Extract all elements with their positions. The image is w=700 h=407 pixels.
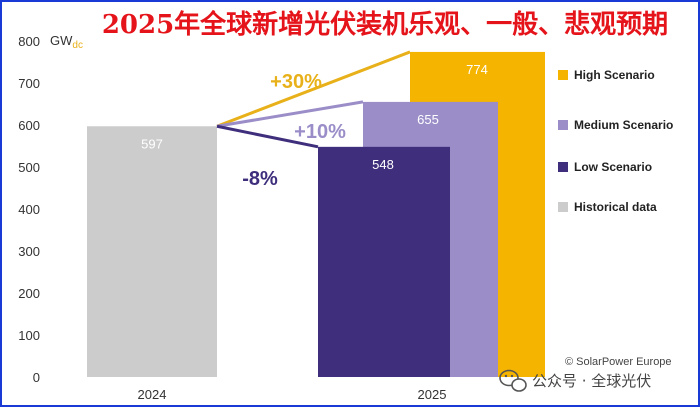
y-tick-label-500: 500 [18, 160, 40, 175]
chart-title: 2025年全球新增光伏装机乐观、一般、悲观预期 [102, 9, 668, 40]
y-unit-subscript: dc [72, 40, 83, 51]
bar-historical-data [87, 126, 217, 377]
watermark-text: 公众号 · 全球光伏 [532, 372, 651, 390]
legend-label-high-scenario: High Scenario [574, 68, 655, 82]
growth-connectors: +30% +10% -8% [216, 50, 411, 190]
y-tick-label-600: 600 [18, 118, 40, 133]
x-tick-label-2025: 2025 [418, 387, 447, 402]
connector-high-scenario [216, 50, 411, 128]
bar-value-label-high-scenario: 774 [466, 62, 488, 77]
y-tick-label-0: 0 [33, 370, 40, 385]
legend-label-low-scenario: Low Scenario [574, 160, 652, 174]
y-tick-label-700: 700 [18, 76, 40, 91]
y-tick-label-100: 100 [18, 328, 40, 343]
source-credit: © SolarPower Europe [565, 356, 672, 368]
bars-group: 597 774 655 548 [87, 51, 545, 378]
growth-label-high-scenario: +30% [270, 71, 322, 93]
legend-label-medium-scenario: Medium Scenario [574, 118, 673, 132]
wechat-icon [499, 369, 527, 392]
y-tick-label-400: 400 [18, 202, 40, 217]
y-unit-label: GWdc [50, 33, 83, 51]
y-tick-label-200: 200 [18, 286, 40, 301]
connector-medium-scenario [216, 100, 364, 128]
legend-swatch-historical-data [558, 202, 568, 212]
x-tick-label-2024: 2024 [138, 387, 167, 402]
growth-label-low-scenario: -8% [242, 168, 278, 190]
bar-low-scenario [318, 146, 450, 377]
legend-swatch-low-scenario [558, 162, 568, 172]
watermark: 公众号 · 全球光伏 [499, 369, 651, 392]
x-axis-labels: 2024 2025 [138, 387, 447, 402]
y-tick-label-300: 300 [18, 244, 40, 259]
bar-value-label-low-scenario: 548 [372, 157, 394, 172]
growth-label-medium-scenario: +10% [294, 121, 346, 143]
y-axis-ticks: 0 100 200 300 400 500 600 700 800 [18, 34, 40, 385]
legend: High Scenario Medium Scenario Low Scenario… [558, 68, 673, 214]
legend-label-historical-data: Historical data [574, 200, 657, 214]
legend-swatch-medium-scenario [558, 120, 568, 130]
y-unit-main: GW [50, 33, 73, 48]
bar-value-label-historical-data: 597 [141, 136, 163, 151]
source-text: © SolarPower Europe [565, 356, 672, 368]
y-tick-label-800: 800 [18, 34, 40, 49]
connector-low-scenario [216, 124, 319, 149]
bar-value-label-medium-scenario: 655 [417, 112, 439, 127]
legend-swatch-high-scenario [558, 70, 568, 80]
